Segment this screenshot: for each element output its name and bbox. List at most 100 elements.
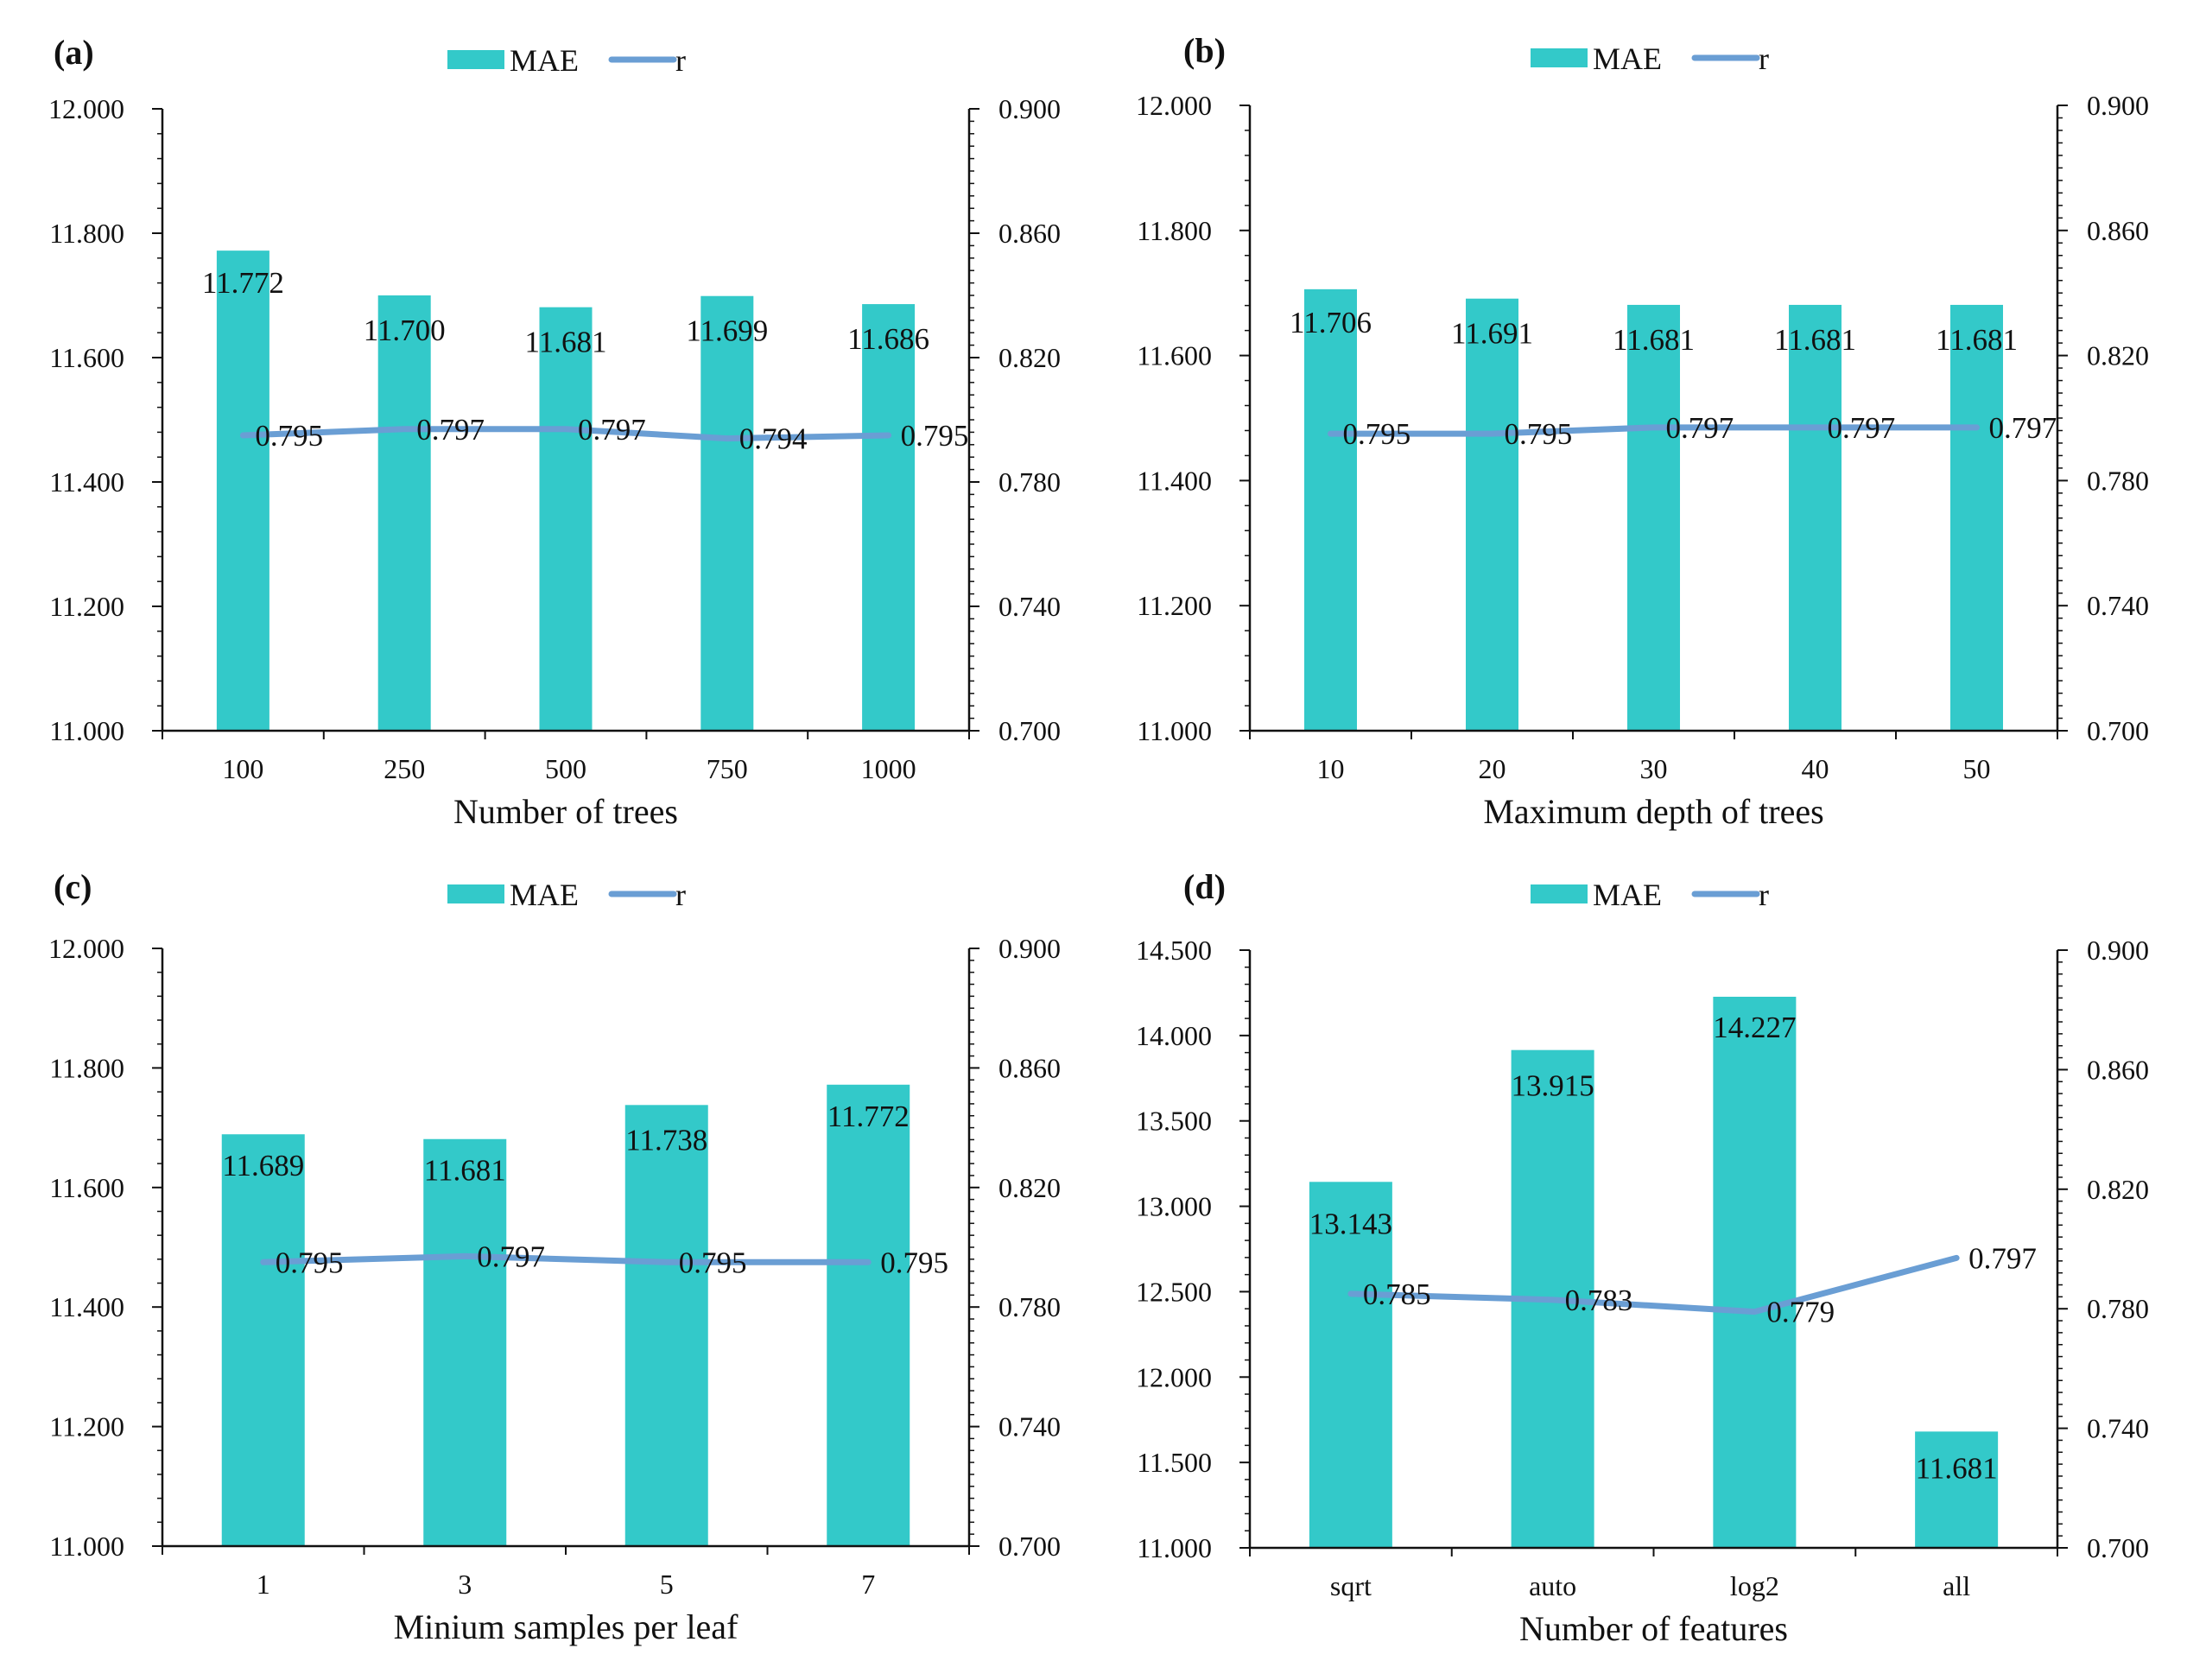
data-label-mae: 11.681 xyxy=(525,326,607,359)
y-left-tick-label: 11.000 xyxy=(49,1531,124,1562)
x-tick-label: 750 xyxy=(707,753,748,784)
data-label-r: 0.785 xyxy=(1363,1277,1431,1311)
data-label-r: 0.795 xyxy=(1505,417,1573,451)
y-left-tick-label: 11.200 xyxy=(1137,590,1212,621)
y-left-tick-label: 11.400 xyxy=(49,466,124,498)
x-tick-label: 100 xyxy=(222,753,263,784)
y-left-tick-label: 11.800 xyxy=(49,1052,124,1083)
legend-swatch-bar xyxy=(1531,884,1588,903)
data-label-r: 0.795 xyxy=(255,419,323,453)
data-label-r: 0.797 xyxy=(1666,411,1734,445)
y-left-tick-label: 12.000 xyxy=(48,933,124,964)
legend-label-mae: MAE xyxy=(510,878,579,912)
data-label-r: 0.795 xyxy=(276,1246,344,1279)
panel-label: (a) xyxy=(54,33,94,72)
line-r xyxy=(260,1252,872,1265)
y-left-tick-label: 13.500 xyxy=(1136,1106,1212,1137)
y-left-tick-label: 11.500 xyxy=(1137,1447,1212,1478)
x-tick-label: 40 xyxy=(1802,753,1829,784)
y-left-tick-label: 11.400 xyxy=(1137,465,1212,496)
y-right-tick-label: 0.900 xyxy=(998,933,1061,964)
legend-label-mae: MAE xyxy=(510,43,579,78)
data-label-r: 0.795 xyxy=(880,1246,948,1279)
y-left-tick-label: 11.000 xyxy=(49,715,124,746)
bar-mae xyxy=(700,295,754,731)
bar-mae xyxy=(216,250,269,731)
y-right-tick-label: 0.700 xyxy=(2087,1532,2149,1563)
y-right-tick-label: 0.700 xyxy=(998,1531,1061,1562)
x-tick-label: 250 xyxy=(384,753,425,784)
data-label-r: 0.797 xyxy=(578,413,646,447)
bar-mae xyxy=(624,1105,708,1546)
x-tick-label: 3 xyxy=(458,1569,472,1600)
data-label-mae: 11.738 xyxy=(625,1123,707,1157)
legend-swatch-bar xyxy=(1531,48,1588,67)
chart-panel-c: (c) MAE r 11.000 11.200 11.400 11.600 11.800 12.… xyxy=(48,867,1061,1646)
data-label-r: 0.797 xyxy=(416,413,485,447)
data-label-mae: 13.915 xyxy=(1512,1069,1594,1103)
x-tick-label: 1000 xyxy=(861,753,916,784)
legend-label-mae: MAE xyxy=(1593,41,1662,76)
y-right-tick-label: 0.740 xyxy=(2087,590,2149,621)
data-label-r: 0.797 xyxy=(1828,411,1896,445)
data-label-r: 0.794 xyxy=(739,422,808,456)
y-right-tick-label: 0.820 xyxy=(998,1172,1061,1203)
bar-mae xyxy=(1466,298,1518,731)
data-label-mae: 11.686 xyxy=(847,322,929,356)
x-tick-label: 30 xyxy=(1640,753,1668,784)
y-left-tick-label: 11.000 xyxy=(1137,715,1212,746)
y-right-tick-label: 0.780 xyxy=(998,466,1061,498)
y-right-tick-label: 0.700 xyxy=(2087,715,2149,746)
y-left-tick-label: 11.800 xyxy=(49,218,124,249)
y-right-tick-label: 0.740 xyxy=(998,591,1061,622)
x-axis-title: Minium samples per leaf xyxy=(394,1607,739,1646)
x-tick-label: 1 xyxy=(257,1569,270,1600)
bar-mae xyxy=(862,304,916,731)
data-label-r: 0.795 xyxy=(901,419,969,453)
y-left-tick-label: 11.000 xyxy=(1137,1532,1212,1563)
y-right-tick-label: 0.860 xyxy=(998,218,1061,249)
y-left-tick-label: 14.500 xyxy=(1136,935,1212,966)
data-label-mae: 11.681 xyxy=(1774,323,1856,357)
y-right-tick-label: 0.860 xyxy=(2087,1054,2149,1085)
y-left-tick-label: 11.600 xyxy=(1137,340,1212,371)
y-right-tick-label: 0.900 xyxy=(2087,935,2149,966)
y-left-tick-label: 11.200 xyxy=(49,591,124,622)
data-label-mae: 11.772 xyxy=(827,1100,910,1133)
data-label-mae: 11.689 xyxy=(222,1149,304,1182)
y-right-tick-label: 0.820 xyxy=(998,342,1061,373)
chart-panel-d: (d) MAE r 11.000 11.500 12.000 12.500 13.000 13.… xyxy=(1136,867,2149,1648)
bar-mae xyxy=(539,307,593,731)
data-label-mae: 11.681 xyxy=(1936,323,2018,357)
bar-mae xyxy=(1309,1182,1392,1548)
bar-mae xyxy=(377,295,431,731)
legend-label-r: r xyxy=(675,43,686,78)
y-left-tick-label: 12.000 xyxy=(1136,1361,1212,1392)
data-label-r: 0.795 xyxy=(679,1246,747,1279)
y-right-tick-label: 0.820 xyxy=(2087,340,2149,371)
x-tick-label: 500 xyxy=(545,753,586,784)
x-tick-label: all xyxy=(1943,1570,1970,1601)
bar-mae xyxy=(1950,304,2003,731)
y-left-tick-label: 12.500 xyxy=(1136,1276,1212,1307)
panel-label: (b) xyxy=(1183,31,1226,70)
data-label-r: 0.797 xyxy=(1989,411,2057,445)
y-right-tick-label: 0.740 xyxy=(998,1411,1061,1442)
bar-mae xyxy=(827,1084,910,1546)
bar-mae xyxy=(1304,288,1357,731)
data-label-mae: 11.681 xyxy=(1916,1451,1998,1485)
legend-label-r: r xyxy=(1759,878,1769,912)
y-right-tick-label: 0.780 xyxy=(2087,465,2149,496)
panel-label: (c) xyxy=(54,867,92,906)
bar-mae xyxy=(1789,304,1842,731)
data-label-mae: 11.772 xyxy=(202,266,284,300)
data-label-mae: 11.700 xyxy=(364,314,446,347)
y-right-tick-label: 0.780 xyxy=(998,1291,1061,1322)
data-label-mae: 13.143 xyxy=(1309,1207,1392,1240)
line-r xyxy=(1347,1254,1960,1315)
y-right-tick-label: 0.740 xyxy=(2087,1413,2149,1444)
data-label-mae: 11.691 xyxy=(1451,317,1533,351)
data-label-r: 0.779 xyxy=(1766,1296,1835,1329)
data-label-mae: 11.699 xyxy=(686,314,768,348)
